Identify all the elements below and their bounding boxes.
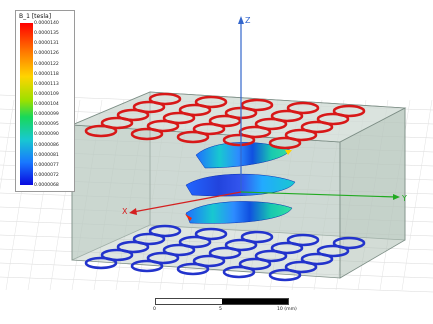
legend-color-bar bbox=[20, 23, 33, 185]
coil-ring bbox=[238, 125, 272, 139]
coil-ring bbox=[270, 241, 304, 255]
coil-ring bbox=[194, 227, 228, 241]
y-axis-arrow bbox=[393, 194, 400, 200]
legend-tick-label: 0.0000104 bbox=[34, 102, 59, 107]
coil-ring bbox=[192, 254, 226, 268]
coil-ring bbox=[100, 248, 134, 262]
coil-ring bbox=[178, 235, 212, 249]
coil-ring bbox=[222, 265, 256, 279]
legend-tick-label: 0.0000122 bbox=[34, 61, 59, 67]
legend-title: B_1 [tesla] bbox=[19, 13, 52, 20]
coil-ring bbox=[130, 259, 164, 273]
coil-ring bbox=[268, 268, 302, 282]
coil-ring bbox=[332, 236, 366, 250]
scale-label-mid: 5 bbox=[219, 307, 222, 312]
legend-tick-label: 0.0000135 bbox=[34, 31, 59, 37]
scale-bar: 0 5 10 (mm) bbox=[153, 296, 297, 316]
coil-ring bbox=[84, 124, 118, 138]
legend-tick-label: 0.0000118 bbox=[34, 71, 59, 77]
field-slice-bottom bbox=[185, 201, 293, 224]
coil-ring bbox=[176, 262, 210, 276]
coil-ring bbox=[284, 260, 318, 274]
scale-label-start: 0 bbox=[153, 307, 156, 312]
color-legend: B_1 [tesla] 0.0000140 0.0000135 0.0000131 0… bbox=[15, 10, 75, 192]
coil-ring bbox=[132, 100, 166, 114]
legend-tick-label: 0.0000113 bbox=[34, 81, 59, 87]
coil-ring bbox=[162, 243, 196, 257]
coil-ring bbox=[316, 244, 350, 258]
coil-ring bbox=[222, 133, 256, 147]
scale-bar-graphic bbox=[155, 298, 289, 305]
legend-tick-label: 0.0000126 bbox=[34, 51, 59, 57]
legend-tick-label: 0.0000090 bbox=[34, 132, 59, 138]
coil-ring bbox=[146, 119, 180, 133]
coil-ring bbox=[270, 109, 304, 123]
field-slice-edge-yellow bbox=[285, 150, 292, 155]
coil-ring bbox=[240, 230, 274, 244]
legend-tick-label: 0.0000081 bbox=[34, 152, 59, 158]
scale-label-end: 10 (mm) bbox=[277, 307, 297, 312]
coil-ring bbox=[286, 233, 320, 247]
coil-ring bbox=[132, 232, 166, 246]
bottom-coil-array bbox=[84, 224, 366, 282]
coil-ring bbox=[130, 127, 164, 141]
coil-ring bbox=[100, 116, 134, 130]
x-axis-label: X bbox=[122, 207, 128, 216]
coil-ring bbox=[208, 114, 242, 128]
coil-ring bbox=[192, 122, 226, 136]
coil-ring bbox=[286, 101, 320, 115]
coil-ring bbox=[268, 136, 302, 150]
coil-ring bbox=[176, 130, 210, 144]
grid-line bbox=[0, 99, 15, 191]
coil-ring bbox=[116, 108, 150, 122]
legend-tick-label: 0.0000131 bbox=[34, 41, 59, 47]
top-coil-array bbox=[84, 92, 366, 150]
coil-ring bbox=[332, 104, 366, 118]
field-slice-edge-red bbox=[185, 214, 192, 221]
coil-ring bbox=[146, 251, 180, 265]
coil-ring bbox=[162, 111, 196, 125]
coil-ring bbox=[284, 128, 318, 142]
coil-ring bbox=[148, 224, 182, 238]
coil-ring bbox=[208, 246, 242, 260]
x-axis-arrow bbox=[129, 208, 137, 215]
grid-line bbox=[0, 276, 433, 293]
legend-tick-label: 0.0000140 bbox=[34, 21, 59, 26]
grid-line bbox=[0, 262, 433, 279]
coil-ring bbox=[300, 120, 334, 134]
legend-tick-label: 0.0000068 bbox=[34, 183, 59, 188]
coil-ring bbox=[254, 117, 288, 131]
legend-tick-label: 0.0000095 bbox=[34, 122, 59, 128]
coil-ring bbox=[300, 252, 334, 266]
x-axis-line bbox=[132, 191, 242, 213]
legend-tick-label: 0.0000109 bbox=[34, 91, 59, 97]
z-axis-arrow bbox=[238, 16, 244, 24]
coil-ring bbox=[254, 249, 288, 263]
y-axis-line bbox=[240, 191, 397, 198]
coil-ring bbox=[240, 98, 274, 112]
grid-line bbox=[401, 99, 433, 291]
coil-ring bbox=[116, 240, 150, 254]
legend-tick-label: 0.0000086 bbox=[34, 142, 59, 148]
coil-ring bbox=[224, 238, 258, 252]
field-slices bbox=[185, 142, 296, 224]
coordinate-axes: Z Y X bbox=[122, 16, 407, 216]
legend-tick-label: 0.0000077 bbox=[34, 162, 59, 168]
legend-tick-labels: 0.0000140 0.0000135 0.0000131 0.0000126 0.00… bbox=[34, 21, 72, 188]
legend-tick-label: 0.0000072 bbox=[34, 172, 59, 178]
coil-ring bbox=[316, 112, 350, 126]
z-axis-label: Z bbox=[245, 16, 251, 25]
legend-tick-label: 0.0000099 bbox=[34, 112, 59, 118]
coil-ring bbox=[84, 256, 118, 270]
coil-ring bbox=[178, 103, 212, 117]
coil-ring bbox=[194, 95, 228, 109]
y-axis-label: Y bbox=[401, 194, 407, 203]
coil-ring bbox=[238, 257, 272, 271]
coil-ring bbox=[148, 92, 182, 106]
